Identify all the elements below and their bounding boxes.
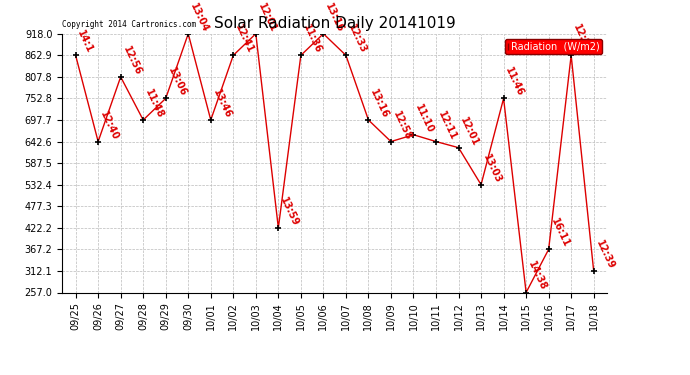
Title: Solar Radiation Daily 20141019: Solar Radiation Daily 20141019 [214, 16, 455, 31]
Text: 11:48: 11:48 [144, 87, 166, 120]
Text: 12:58: 12:58 [391, 109, 413, 141]
Text: 12:41: 12:41 [233, 23, 255, 56]
Text: 11:10: 11:10 [413, 102, 435, 135]
Text: 16:11: 16:11 [549, 217, 571, 249]
Text: 13:59: 13:59 [278, 195, 301, 228]
Text: 13:16: 13:16 [324, 2, 346, 34]
Text: 13:04: 13:04 [188, 2, 210, 34]
Text: 12:33: 12:33 [346, 23, 368, 56]
Text: 12:01: 12:01 [459, 116, 481, 148]
Text: 13:03: 13:03 [481, 152, 503, 185]
Text: 13:46: 13:46 [210, 88, 233, 120]
Text: 14:38: 14:38 [526, 260, 549, 292]
Legend: Radiation  (W/m2): Radiation (W/m2) [505, 39, 602, 54]
Text: 12:56: 12:56 [121, 45, 143, 77]
Text: 14:1: 14:1 [76, 29, 95, 56]
Text: 13:06: 13:06 [166, 66, 188, 98]
Text: 12:40: 12:40 [98, 109, 120, 141]
Text: 11:36: 11:36 [301, 23, 323, 56]
Text: 12:11: 12:11 [436, 109, 458, 141]
Text: 12:39: 12:39 [593, 238, 616, 271]
Text: 13:16: 13:16 [368, 88, 391, 120]
Text: Copyright 2014 Cartronics.com: Copyright 2014 Cartronics.com [62, 20, 196, 28]
Text: 12:25: 12:25 [571, 23, 593, 56]
Text: 12:01: 12:01 [256, 2, 278, 34]
Text: 11:46: 11:46 [504, 66, 526, 98]
